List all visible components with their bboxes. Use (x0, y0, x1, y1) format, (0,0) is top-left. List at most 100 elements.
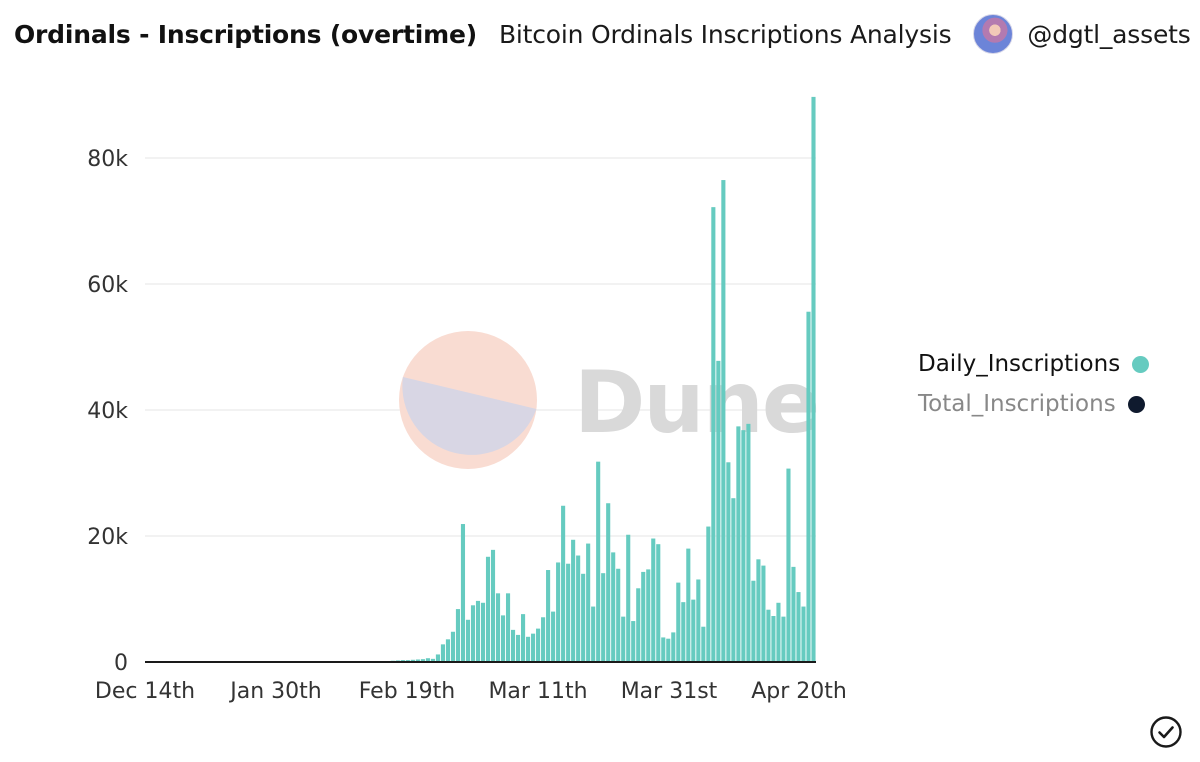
bar (521, 614, 526, 662)
watermark-logo-bottom (402, 376, 537, 455)
bar (516, 634, 521, 662)
bar (761, 565, 766, 662)
bar (581, 573, 586, 662)
bar (526, 636, 531, 662)
bar (641, 571, 646, 662)
legend-label: Total_Inscriptions (918, 391, 1116, 417)
bar (490, 549, 496, 662)
bar (786, 468, 791, 662)
bar (801, 606, 806, 662)
bar (701, 626, 706, 662)
x-tick-label: Feb 19th (359, 679, 456, 704)
bar (666, 638, 671, 662)
bar (435, 654, 440, 662)
legend-dot-icon (1127, 395, 1145, 413)
dashboard-name[interactable]: Bitcoin Ordinals Inscriptions Analysis (498, 19, 952, 49)
bar (796, 592, 801, 662)
bar (546, 570, 551, 662)
bar (596, 461, 601, 662)
bar (616, 568, 621, 662)
bar (806, 311, 811, 662)
watermark-text: Dune (574, 353, 818, 453)
bar (455, 609, 461, 662)
author-handle[interactable]: @dgtl_assets (1027, 19, 1191, 49)
legend-item-total-inscriptions[interactable]: Total_Inscriptions (918, 384, 1149, 424)
bar (586, 543, 591, 662)
bar (415, 659, 420, 662)
bar (621, 616, 626, 662)
legend: Daily_Inscriptions Total_Inscriptions (918, 344, 1150, 424)
bar (536, 628, 541, 662)
x-tick-label: Apr 20th (751, 679, 847, 704)
bar (721, 180, 726, 663)
bar (510, 629, 516, 662)
bar (606, 503, 611, 662)
bar (470, 605, 476, 662)
bar (500, 615, 506, 662)
author-avatar[interactable] (973, 14, 1014, 54)
bar (495, 593, 501, 662)
bar (571, 539, 576, 662)
y-tick-label: 0 (114, 651, 128, 676)
bar (541, 617, 546, 662)
bar (756, 559, 761, 662)
bar (711, 207, 716, 662)
bar (430, 658, 435, 662)
bar (450, 631, 456, 662)
x-tick-label: Mar 31st (621, 679, 718, 704)
x-tick-label: Dec 14th (95, 679, 195, 704)
bar (766, 609, 771, 662)
bar (771, 616, 776, 662)
bar (425, 658, 430, 662)
bar (566, 563, 571, 662)
bar (626, 534, 631, 662)
bar (601, 573, 606, 662)
bar (551, 611, 556, 662)
bar (736, 426, 741, 662)
y-tick-label: 60k (87, 273, 128, 298)
bar (420, 659, 425, 662)
bar (505, 593, 511, 662)
bar (686, 548, 691, 662)
bar (440, 644, 445, 662)
y-tick-label: 40k (87, 399, 128, 424)
legend-label: Daily_Inscriptions (918, 351, 1121, 377)
bar (731, 498, 736, 662)
bar (656, 544, 661, 662)
bar (671, 632, 676, 662)
bar (556, 562, 561, 662)
bar (776, 602, 781, 662)
bar (741, 430, 746, 662)
bar (716, 360, 721, 662)
chart-title: Ordinals - Inscriptions (overtime) (14, 19, 477, 49)
bar (531, 633, 536, 662)
bar (726, 462, 731, 662)
chart-header: Ordinals - Inscriptions (overtime) Bitco… (14, 12, 1191, 56)
bar (475, 600, 481, 662)
bar (410, 659, 415, 662)
legend-dot-icon (1132, 355, 1150, 373)
check-circle-icon[interactable] (1150, 716, 1182, 748)
bar (651, 538, 656, 662)
bar (636, 588, 641, 662)
bar (631, 621, 636, 662)
bar (611, 552, 616, 662)
bar (460, 524, 466, 662)
bar (781, 616, 786, 662)
y-tick-label: 20k (87, 525, 128, 550)
y-tick-label: 80k (87, 147, 128, 172)
bar (480, 602, 486, 662)
legend-item-daily-inscriptions[interactable]: Daily_Inscriptions (918, 344, 1150, 384)
bar (676, 582, 681, 662)
x-tick-label: Mar 11th (488, 679, 587, 704)
bar (746, 423, 751, 662)
bar (681, 602, 686, 662)
bar (691, 599, 696, 662)
bar (561, 505, 566, 662)
bar (485, 556, 491, 662)
bar (646, 569, 651, 662)
bar (576, 555, 581, 662)
bar (751, 580, 756, 662)
bar (811, 96, 816, 662)
